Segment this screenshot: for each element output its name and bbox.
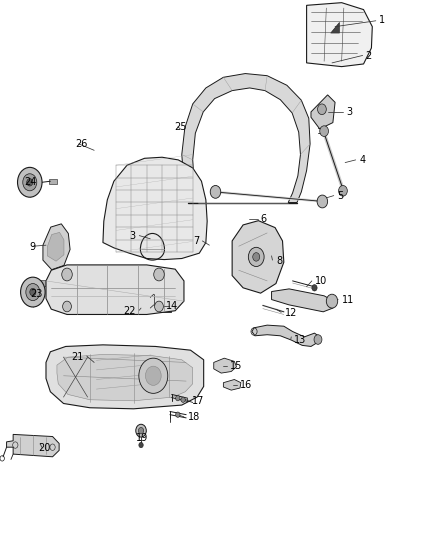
Polygon shape	[103, 157, 207, 260]
Text: 16: 16	[240, 381, 252, 390]
Text: 21: 21	[72, 352, 84, 362]
Polygon shape	[46, 265, 184, 314]
Circle shape	[326, 294, 338, 308]
Polygon shape	[158, 296, 174, 300]
Circle shape	[181, 397, 185, 402]
Polygon shape	[182, 74, 310, 203]
Circle shape	[26, 284, 40, 301]
Text: 12: 12	[285, 308, 297, 318]
Circle shape	[27, 179, 33, 186]
Circle shape	[154, 268, 164, 281]
Circle shape	[23, 174, 37, 191]
Text: 18: 18	[187, 413, 200, 422]
Text: 5: 5	[337, 191, 343, 201]
Circle shape	[18, 167, 42, 197]
Text: 26: 26	[75, 139, 88, 149]
Text: 20: 20	[39, 443, 51, 453]
Polygon shape	[331, 22, 339, 33]
Circle shape	[317, 195, 328, 208]
Circle shape	[138, 427, 144, 434]
Text: 11: 11	[342, 295, 354, 305]
Circle shape	[145, 366, 161, 385]
Circle shape	[155, 301, 163, 312]
Circle shape	[248, 247, 264, 266]
Circle shape	[318, 104, 326, 115]
Circle shape	[62, 268, 72, 281]
Polygon shape	[171, 296, 174, 312]
Polygon shape	[311, 95, 335, 129]
Circle shape	[339, 185, 347, 196]
Polygon shape	[139, 294, 154, 297]
Circle shape	[21, 277, 45, 307]
Circle shape	[253, 253, 260, 261]
Polygon shape	[43, 224, 70, 270]
Text: 23: 23	[30, 289, 42, 299]
Text: 9: 9	[30, 242, 36, 252]
Polygon shape	[223, 379, 241, 390]
Bar	[39, 280, 48, 286]
Polygon shape	[232, 221, 284, 293]
Circle shape	[314, 335, 322, 344]
Text: 24: 24	[24, 177, 36, 187]
Text: 7: 7	[193, 236, 199, 246]
Text: 22: 22	[123, 306, 136, 316]
Text: 3: 3	[346, 107, 352, 117]
Text: 6: 6	[261, 214, 267, 223]
Polygon shape	[145, 229, 166, 254]
Circle shape	[210, 185, 221, 198]
Polygon shape	[57, 354, 193, 401]
Polygon shape	[214, 358, 237, 373]
Circle shape	[312, 285, 317, 291]
Circle shape	[136, 424, 146, 437]
Text: 8: 8	[276, 256, 282, 266]
Text: 13: 13	[294, 335, 307, 344]
Bar	[158, 300, 171, 312]
Text: 3: 3	[130, 231, 136, 240]
Text: 19: 19	[136, 433, 148, 443]
Polygon shape	[47, 232, 64, 261]
Circle shape	[63, 301, 71, 312]
Circle shape	[176, 395, 180, 401]
Polygon shape	[272, 289, 334, 312]
Text: 4: 4	[359, 155, 365, 165]
Text: 17: 17	[192, 396, 204, 406]
Polygon shape	[307, 3, 372, 67]
Circle shape	[139, 358, 168, 393]
Text: 14: 14	[166, 302, 178, 311]
Polygon shape	[46, 345, 204, 409]
Text: 25: 25	[174, 122, 187, 132]
Bar	[139, 297, 150, 308]
Text: 2: 2	[366, 51, 372, 61]
Text: 1: 1	[379, 15, 385, 25]
Text: 10: 10	[315, 277, 328, 286]
Bar	[49, 179, 57, 184]
Polygon shape	[7, 434, 59, 457]
Text: 15: 15	[230, 361, 242, 371]
Circle shape	[30, 288, 36, 296]
Circle shape	[139, 442, 143, 448]
Circle shape	[176, 412, 180, 417]
Circle shape	[320, 126, 328, 136]
Polygon shape	[252, 325, 320, 346]
